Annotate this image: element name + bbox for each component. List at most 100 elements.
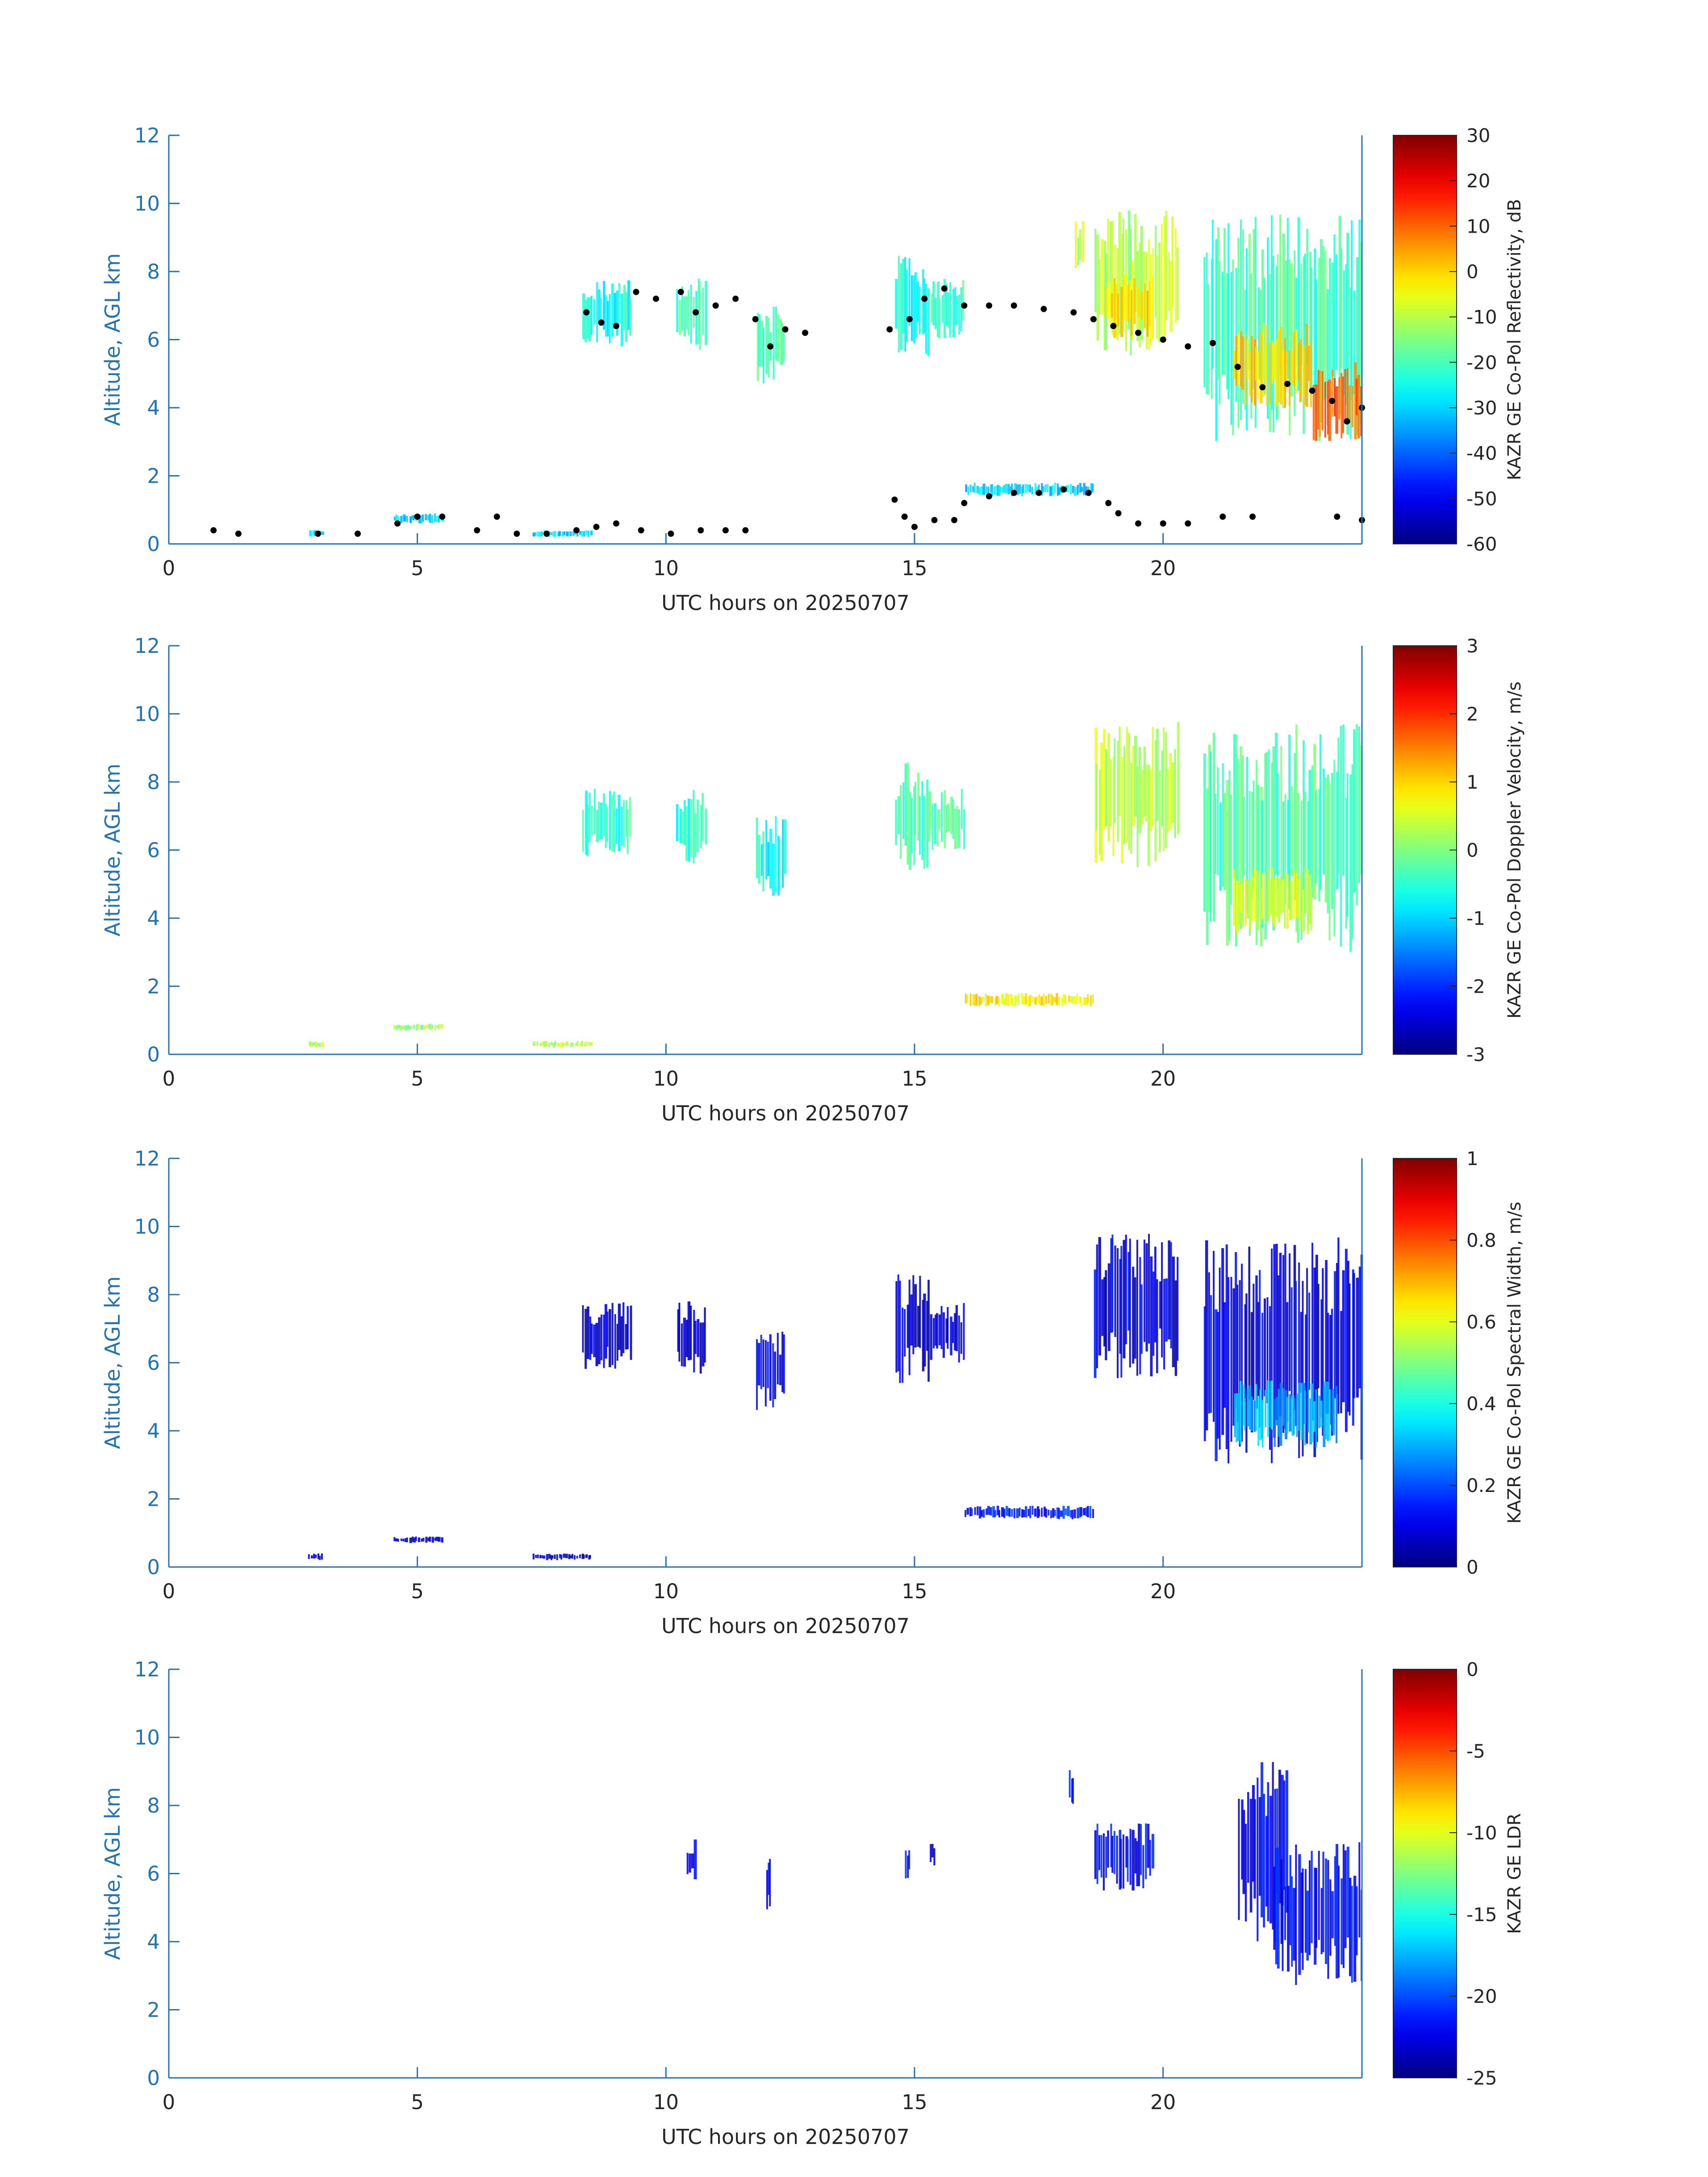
echo-column (1009, 1508, 1011, 1517)
echo-column (411, 515, 414, 520)
echo-column (1170, 1242, 1172, 1349)
echo-column (956, 296, 958, 325)
echo-column (572, 531, 575, 536)
echo-column (1356, 1278, 1359, 1398)
echo-column (1143, 1239, 1145, 1342)
cloud-base-dot (891, 496, 898, 503)
echo-column (1158, 770, 1161, 852)
echo-column (1282, 350, 1285, 405)
echo-column (702, 793, 704, 841)
echo-column (1251, 792, 1253, 901)
echo-column (1289, 881, 1291, 920)
echo-column (1091, 994, 1094, 1004)
echo-column (902, 782, 904, 839)
echo-column (1136, 1841, 1138, 1886)
echo-column (973, 994, 977, 1006)
echo-column (991, 996, 993, 1003)
echo-column (546, 1554, 549, 1560)
echo-column (1356, 378, 1358, 415)
echo-column (1208, 1272, 1210, 1414)
echo-column (1351, 764, 1353, 940)
echo-column (409, 1538, 412, 1543)
echo-column (1274, 1399, 1276, 1447)
echo-column (561, 1042, 564, 1047)
echo-column (1040, 996, 1043, 1006)
echo-column (690, 799, 693, 857)
echo-column (1104, 286, 1107, 317)
echo-column (1315, 384, 1318, 441)
echo-column (1310, 342, 1312, 407)
echo-column (1341, 1878, 1343, 1965)
echo-column (1168, 252, 1170, 311)
echo-column (760, 1334, 762, 1389)
echo-column (1077, 485, 1079, 495)
cloud-base-dot (961, 302, 968, 309)
echo-column (560, 1554, 563, 1560)
echo-column (1230, 272, 1232, 425)
echo-column (686, 296, 688, 330)
echo-column (681, 286, 683, 331)
echo-column (1300, 1383, 1303, 1440)
echo-region (686, 1839, 697, 1880)
cloud-base-dot (1090, 316, 1097, 322)
echo-column (1306, 1890, 1309, 1961)
echo-column (566, 531, 568, 537)
echo-column (564, 531, 566, 535)
x-tick-label: 15 (902, 2090, 927, 2114)
echo-column (927, 288, 930, 356)
echo-column (1087, 1506, 1089, 1517)
echo-column (1315, 279, 1317, 413)
echo-column (1137, 288, 1140, 317)
echo-column (1018, 994, 1020, 1005)
echo-column (1309, 874, 1312, 924)
echo-column (583, 1555, 585, 1559)
echo-column (1048, 994, 1050, 1003)
echo-column (775, 306, 777, 359)
colorbar-tick-label: 1 (1466, 1148, 1478, 1170)
echo-column (1146, 290, 1148, 337)
echo-column (402, 1538, 405, 1542)
echo-column (1242, 1809, 1245, 1894)
cloud-base-dot (355, 531, 361, 537)
x-tick-label: 20 (1150, 1067, 1176, 1091)
echo-column (972, 994, 975, 1006)
echo-column (1118, 212, 1121, 334)
echo-column (539, 532, 542, 537)
echo-column (1346, 773, 1349, 917)
echo-column (1273, 343, 1276, 380)
echo-column (1235, 335, 1237, 386)
echo-column (1340, 1311, 1342, 1413)
x-tick-label: 0 (163, 1579, 175, 1603)
echo-column (681, 811, 684, 844)
y-tick-label: 4 (147, 396, 160, 420)
echo-column (620, 293, 623, 346)
echo-column (1072, 485, 1075, 493)
colorbar-tick-label: 0.8 (1466, 1229, 1496, 1251)
echo-column (1209, 751, 1211, 922)
echo-column (1307, 870, 1309, 934)
y-tick-label: 2 (147, 464, 160, 488)
echo-column (1226, 780, 1229, 946)
echo-column (600, 297, 602, 326)
echo-column (1335, 1844, 1339, 1979)
echo-column (309, 530, 311, 536)
echo-column (1255, 760, 1258, 945)
cloud-base-dot (1040, 305, 1047, 312)
echo-column (1271, 341, 1274, 384)
echo-column (1153, 1271, 1155, 1356)
echo-region (895, 255, 930, 356)
echo-column (1090, 995, 1092, 1007)
echo-column (677, 1309, 680, 1352)
echo-column (1083, 997, 1086, 1005)
echo-region (1273, 1842, 1363, 1985)
echo-column (933, 1848, 935, 1866)
echo-column (895, 279, 898, 329)
echo-column (1273, 1866, 1276, 1950)
colorbar-tick-label: -5 (1466, 1740, 1485, 1762)
echo-column (561, 531, 564, 536)
echo-column (699, 1322, 702, 1374)
echo-column (421, 1538, 423, 1542)
echo-column (1116, 1248, 1119, 1379)
echo-column (413, 515, 415, 520)
